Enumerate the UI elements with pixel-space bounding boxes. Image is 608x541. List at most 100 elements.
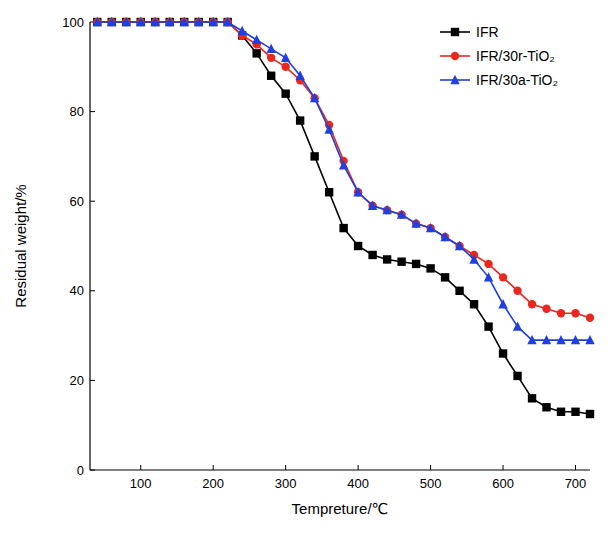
series-line bbox=[97, 22, 590, 318]
data-point bbox=[368, 251, 376, 259]
legend-marker bbox=[451, 52, 459, 60]
data-point bbox=[411, 218, 420, 227]
legend-label: IFR bbox=[476, 24, 499, 40]
data-point bbox=[557, 309, 565, 317]
y-axis-title: Residual weight/% bbox=[12, 184, 29, 307]
data-point bbox=[310, 93, 319, 102]
legend-label: IFR/30a-TiO₂ bbox=[476, 72, 558, 88]
y-axis bbox=[89, 22, 90, 470]
data-point bbox=[527, 335, 536, 344]
data-point bbox=[325, 188, 333, 196]
data-point bbox=[107, 17, 116, 26]
x-tick-label: 700 bbox=[565, 476, 587, 491]
data-point bbox=[455, 241, 464, 250]
y-tick-label: 0 bbox=[77, 463, 84, 478]
y-tick bbox=[90, 290, 95, 291]
y-tick-label: 40 bbox=[70, 283, 84, 298]
data-point bbox=[571, 408, 579, 416]
data-point bbox=[165, 17, 174, 26]
legend: IFR IFR/30r-TiO₂ IFR/30a-TiO₂ bbox=[440, 24, 558, 88]
data-point bbox=[295, 71, 304, 80]
legend-label: IFR/30r-TiO₂ bbox=[476, 48, 555, 64]
data-point bbox=[296, 116, 304, 124]
data-point bbox=[585, 335, 594, 344]
x-axis-title: Tempreture/℃ bbox=[292, 500, 389, 517]
data-point bbox=[93, 17, 102, 26]
x-tick-label: 600 bbox=[492, 476, 514, 491]
data-point bbox=[542, 403, 550, 411]
series-line bbox=[97, 22, 590, 340]
legend-marker bbox=[451, 28, 459, 36]
y-tick bbox=[90, 201, 95, 202]
data-point bbox=[426, 223, 435, 232]
data-point bbox=[180, 17, 189, 26]
data-point bbox=[440, 232, 449, 241]
legend-marker bbox=[450, 75, 459, 84]
y-tick-label: 100 bbox=[62, 15, 84, 30]
x-tick bbox=[358, 465, 359, 470]
data-point bbox=[441, 273, 449, 281]
data-point bbox=[397, 209, 406, 218]
data-point bbox=[571, 335, 580, 344]
data-point bbox=[223, 17, 232, 26]
data-point bbox=[252, 49, 260, 57]
data-point bbox=[324, 124, 333, 133]
data-point bbox=[556, 335, 565, 344]
data-point bbox=[252, 35, 261, 44]
y-tick bbox=[90, 380, 95, 381]
data-point bbox=[194, 17, 203, 26]
x-axis bbox=[90, 469, 590, 470]
data-point bbox=[353, 187, 362, 196]
x-tick bbox=[503, 465, 504, 470]
x-tick-label: 200 bbox=[202, 476, 224, 491]
data-point bbox=[339, 160, 348, 169]
data-point bbox=[382, 205, 391, 214]
y-tick bbox=[90, 111, 95, 112]
x-tick-label: 500 bbox=[420, 476, 442, 491]
data-point bbox=[557, 408, 565, 416]
data-point bbox=[470, 300, 478, 308]
x-tick bbox=[140, 465, 141, 470]
x-tick bbox=[575, 465, 576, 470]
chart: 100200300400500600700020406080100Tempret… bbox=[0, 0, 608, 541]
data-point bbox=[383, 206, 391, 214]
data-point bbox=[122, 17, 131, 26]
data-point bbox=[151, 17, 160, 26]
data-point bbox=[266, 44, 275, 53]
data-point bbox=[354, 242, 362, 250]
data-point bbox=[368, 200, 377, 209]
x-tick bbox=[213, 465, 214, 470]
x-tick bbox=[430, 465, 431, 470]
data-point bbox=[208, 17, 217, 26]
x-tick-label: 400 bbox=[347, 476, 369, 491]
data-point bbox=[469, 254, 478, 263]
data-point bbox=[513, 287, 521, 295]
data-point bbox=[484, 260, 492, 268]
data-point bbox=[484, 322, 492, 330]
x-tick-label: 300 bbox=[275, 476, 297, 491]
data-point bbox=[455, 287, 463, 295]
data-point bbox=[281, 53, 290, 62]
data-point bbox=[237, 26, 246, 35]
y-tick-label: 60 bbox=[70, 194, 84, 209]
data-point bbox=[528, 300, 536, 308]
plot-area bbox=[93, 17, 595, 418]
data-point bbox=[441, 233, 449, 241]
x-tick bbox=[285, 465, 286, 470]
data-point bbox=[484, 272, 493, 281]
data-point bbox=[528, 394, 536, 402]
data-point bbox=[499, 273, 507, 281]
data-point bbox=[542, 335, 551, 344]
data-point bbox=[339, 224, 347, 232]
data-point bbox=[412, 260, 420, 268]
data-point bbox=[397, 257, 405, 265]
data-point bbox=[499, 349, 507, 357]
data-point bbox=[267, 54, 275, 62]
y-tick-label: 20 bbox=[70, 373, 84, 388]
data-point bbox=[498, 299, 507, 308]
data-point bbox=[136, 17, 145, 26]
data-point bbox=[513, 372, 521, 380]
data-point bbox=[383, 255, 391, 263]
data-point bbox=[542, 305, 550, 313]
data-point bbox=[455, 242, 463, 250]
